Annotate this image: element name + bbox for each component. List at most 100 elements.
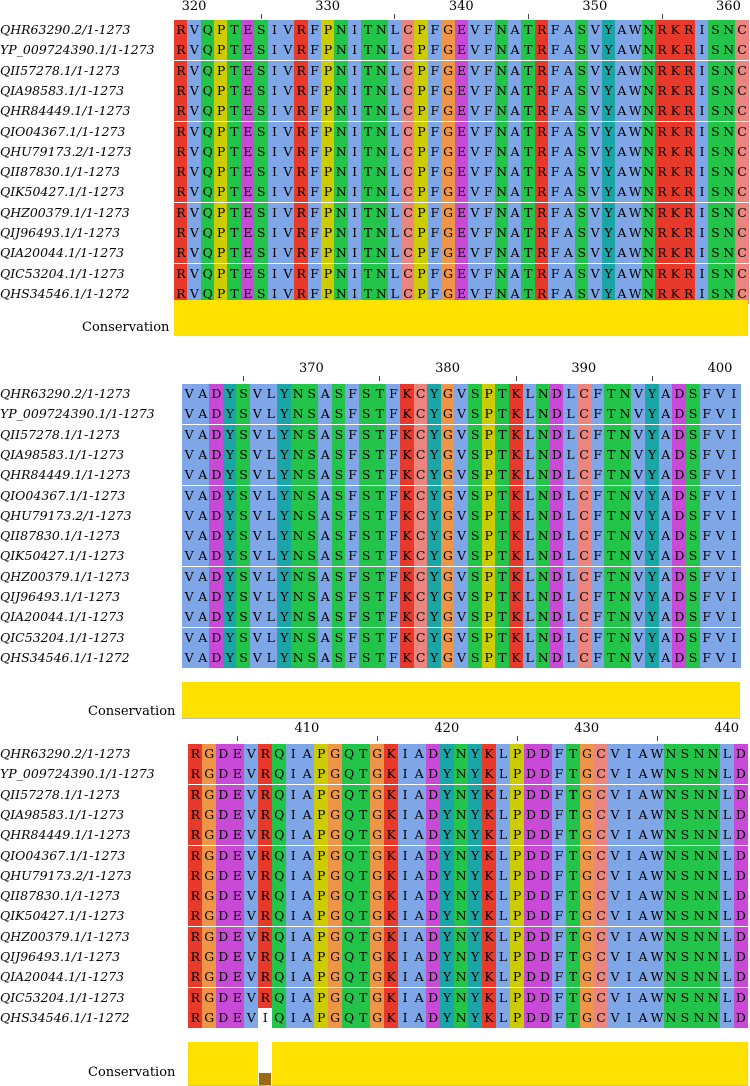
residue-cell[interactable]: Y xyxy=(601,20,616,40)
residue-cell[interactable]: S xyxy=(359,587,374,607)
residue-cell[interactable]: P xyxy=(214,223,229,243)
residue-cell[interactable]: N xyxy=(705,865,721,886)
residue-cell[interactable]: D xyxy=(425,906,441,927)
sequence-name[interactable]: QHS34546.1/1-1272 xyxy=(0,649,130,665)
residue-cell[interactable]: N xyxy=(663,865,679,886)
residue-cell[interactable]: F xyxy=(427,182,442,203)
residue-cell[interactable]: N xyxy=(663,987,679,1008)
sequence-name[interactable]: QIJ96493.1/1-1273 xyxy=(0,949,121,964)
residue-cell[interactable]: N xyxy=(691,906,707,927)
residue-cell[interactable]: N xyxy=(663,845,679,866)
residue-cell[interactable]: F xyxy=(699,587,714,607)
residue-cell[interactable]: S xyxy=(254,162,269,183)
residue-cell[interactable]: P xyxy=(509,744,525,764)
residue-cell[interactable]: K xyxy=(399,424,415,445)
residue-cell[interactable]: R xyxy=(534,283,549,304)
residue-cell[interactable]: R xyxy=(681,80,696,101)
residue-cell[interactable]: G xyxy=(327,987,343,1008)
residue-cell[interactable]: I xyxy=(726,647,742,668)
residue-cell[interactable]: D xyxy=(672,485,687,506)
residue-cell[interactable]: Q xyxy=(341,845,357,866)
residue-cell[interactable]: F xyxy=(590,424,605,445)
residue-cell[interactable]: P xyxy=(414,283,429,304)
residue-cell[interactable]: T xyxy=(361,60,375,81)
residue-cell[interactable]: S xyxy=(331,647,347,668)
residue-cell[interactable]: Y xyxy=(439,845,455,866)
residue-cell[interactable]: D xyxy=(523,987,539,1008)
residue-cell[interactable]: T xyxy=(355,906,371,927)
residue-cell[interactable]: T xyxy=(604,546,619,567)
residue-cell[interactable]: S xyxy=(468,587,483,607)
residue-cell[interactable]: D xyxy=(672,566,687,587)
residue-cell[interactable]: N xyxy=(536,444,551,465)
residue-cell[interactable]: F xyxy=(427,202,442,223)
residue-cell[interactable]: G xyxy=(327,926,343,947)
residue-cell[interactable]: F xyxy=(699,647,714,668)
residue-cell[interactable]: A xyxy=(318,404,333,425)
residue-cell[interactable]: R xyxy=(257,764,273,785)
residue-cell[interactable]: R xyxy=(534,202,549,223)
residue-cell[interactable]: L xyxy=(495,967,511,988)
residue-cell[interactable]: V xyxy=(467,162,482,183)
residue-cell[interactable]: T xyxy=(372,526,387,547)
residue-cell[interactable]: Y xyxy=(427,444,442,465)
residue-cell[interactable]: K xyxy=(383,784,399,805)
sequence-name[interactable]: QIA98583.1/1-1273 xyxy=(0,82,125,98)
residue-cell[interactable]: G xyxy=(201,845,217,866)
residue-cell[interactable]: V xyxy=(454,647,469,668)
residue-cell[interactable]: L xyxy=(522,404,537,425)
residue-cell[interactable]: S xyxy=(304,546,319,567)
residue-cell[interactable]: K xyxy=(668,243,683,264)
residue-cell[interactable]: Q xyxy=(271,784,287,805)
residue-cell[interactable]: Q xyxy=(271,804,287,825)
residue-cell[interactable]: R xyxy=(257,967,273,988)
residue-cell[interactable]: V xyxy=(280,202,295,223)
residue-cell[interactable]: Q xyxy=(271,906,287,927)
residue-cell[interactable]: K xyxy=(399,505,415,526)
residue-cell[interactable]: Y xyxy=(601,40,616,61)
residue-cell[interactable]: V xyxy=(588,263,603,284)
residue-cell[interactable]: P xyxy=(313,744,329,764)
residue-cell[interactable]: D xyxy=(672,384,687,404)
residue-cell[interactable]: T xyxy=(565,804,581,825)
residue-cell[interactable]: P xyxy=(414,182,429,203)
residue-cell[interactable]: P xyxy=(214,40,229,61)
residue-cell[interactable]: V xyxy=(588,283,603,304)
residue-cell[interactable]: K xyxy=(668,263,683,284)
residue-cell[interactable]: W xyxy=(649,906,665,927)
residue-cell[interactable]: K xyxy=(481,764,497,785)
residue-cell[interactable]: F xyxy=(551,947,567,967)
residue-cell[interactable]: A xyxy=(635,947,651,967)
residue-cell[interactable]: I xyxy=(695,263,709,284)
residue-cell[interactable]: P xyxy=(481,465,496,486)
residue-cell[interactable]: N xyxy=(536,546,551,567)
residue-cell[interactable]: P xyxy=(509,825,525,846)
residue-cell[interactable]: K xyxy=(383,1007,399,1028)
residue-cell[interactable]: S xyxy=(468,647,483,668)
residue-cell[interactable]: I xyxy=(621,845,637,866)
residue-cell[interactable]: G xyxy=(441,121,456,142)
residue-cell[interactable]: V xyxy=(713,647,728,668)
residue-cell[interactable]: E xyxy=(454,263,469,284)
residue-cell[interactable]: A xyxy=(195,627,210,648)
residue-cell[interactable]: V xyxy=(187,263,202,284)
residue-cell[interactable]: S xyxy=(236,424,251,445)
residue-cell[interactable]: K xyxy=(399,546,415,567)
residue-cell[interactable]: Y xyxy=(601,182,616,203)
residue-cell[interactable]: T xyxy=(495,485,510,506)
residue-cell[interactable]: N xyxy=(453,744,469,764)
residue-cell[interactable]: F xyxy=(590,465,605,486)
residue-cell[interactable]: N xyxy=(641,20,656,40)
residue-cell[interactable]: E xyxy=(240,121,255,142)
residue-cell[interactable]: F xyxy=(590,607,605,628)
residue-cell[interactable]: F xyxy=(427,101,442,122)
residue-cell[interactable]: I xyxy=(695,182,709,203)
residue-cell[interactable]: T xyxy=(565,784,581,805)
residue-cell[interactable]: R xyxy=(294,162,309,183)
residue-cell[interactable]: R xyxy=(174,202,188,223)
residue-cell[interactable]: T xyxy=(565,865,581,886)
residue-cell[interactable]: F xyxy=(307,223,322,243)
residue-cell[interactable]: N xyxy=(494,101,509,122)
residue-cell[interactable]: A xyxy=(299,987,315,1008)
residue-cell[interactable]: S xyxy=(708,80,723,101)
